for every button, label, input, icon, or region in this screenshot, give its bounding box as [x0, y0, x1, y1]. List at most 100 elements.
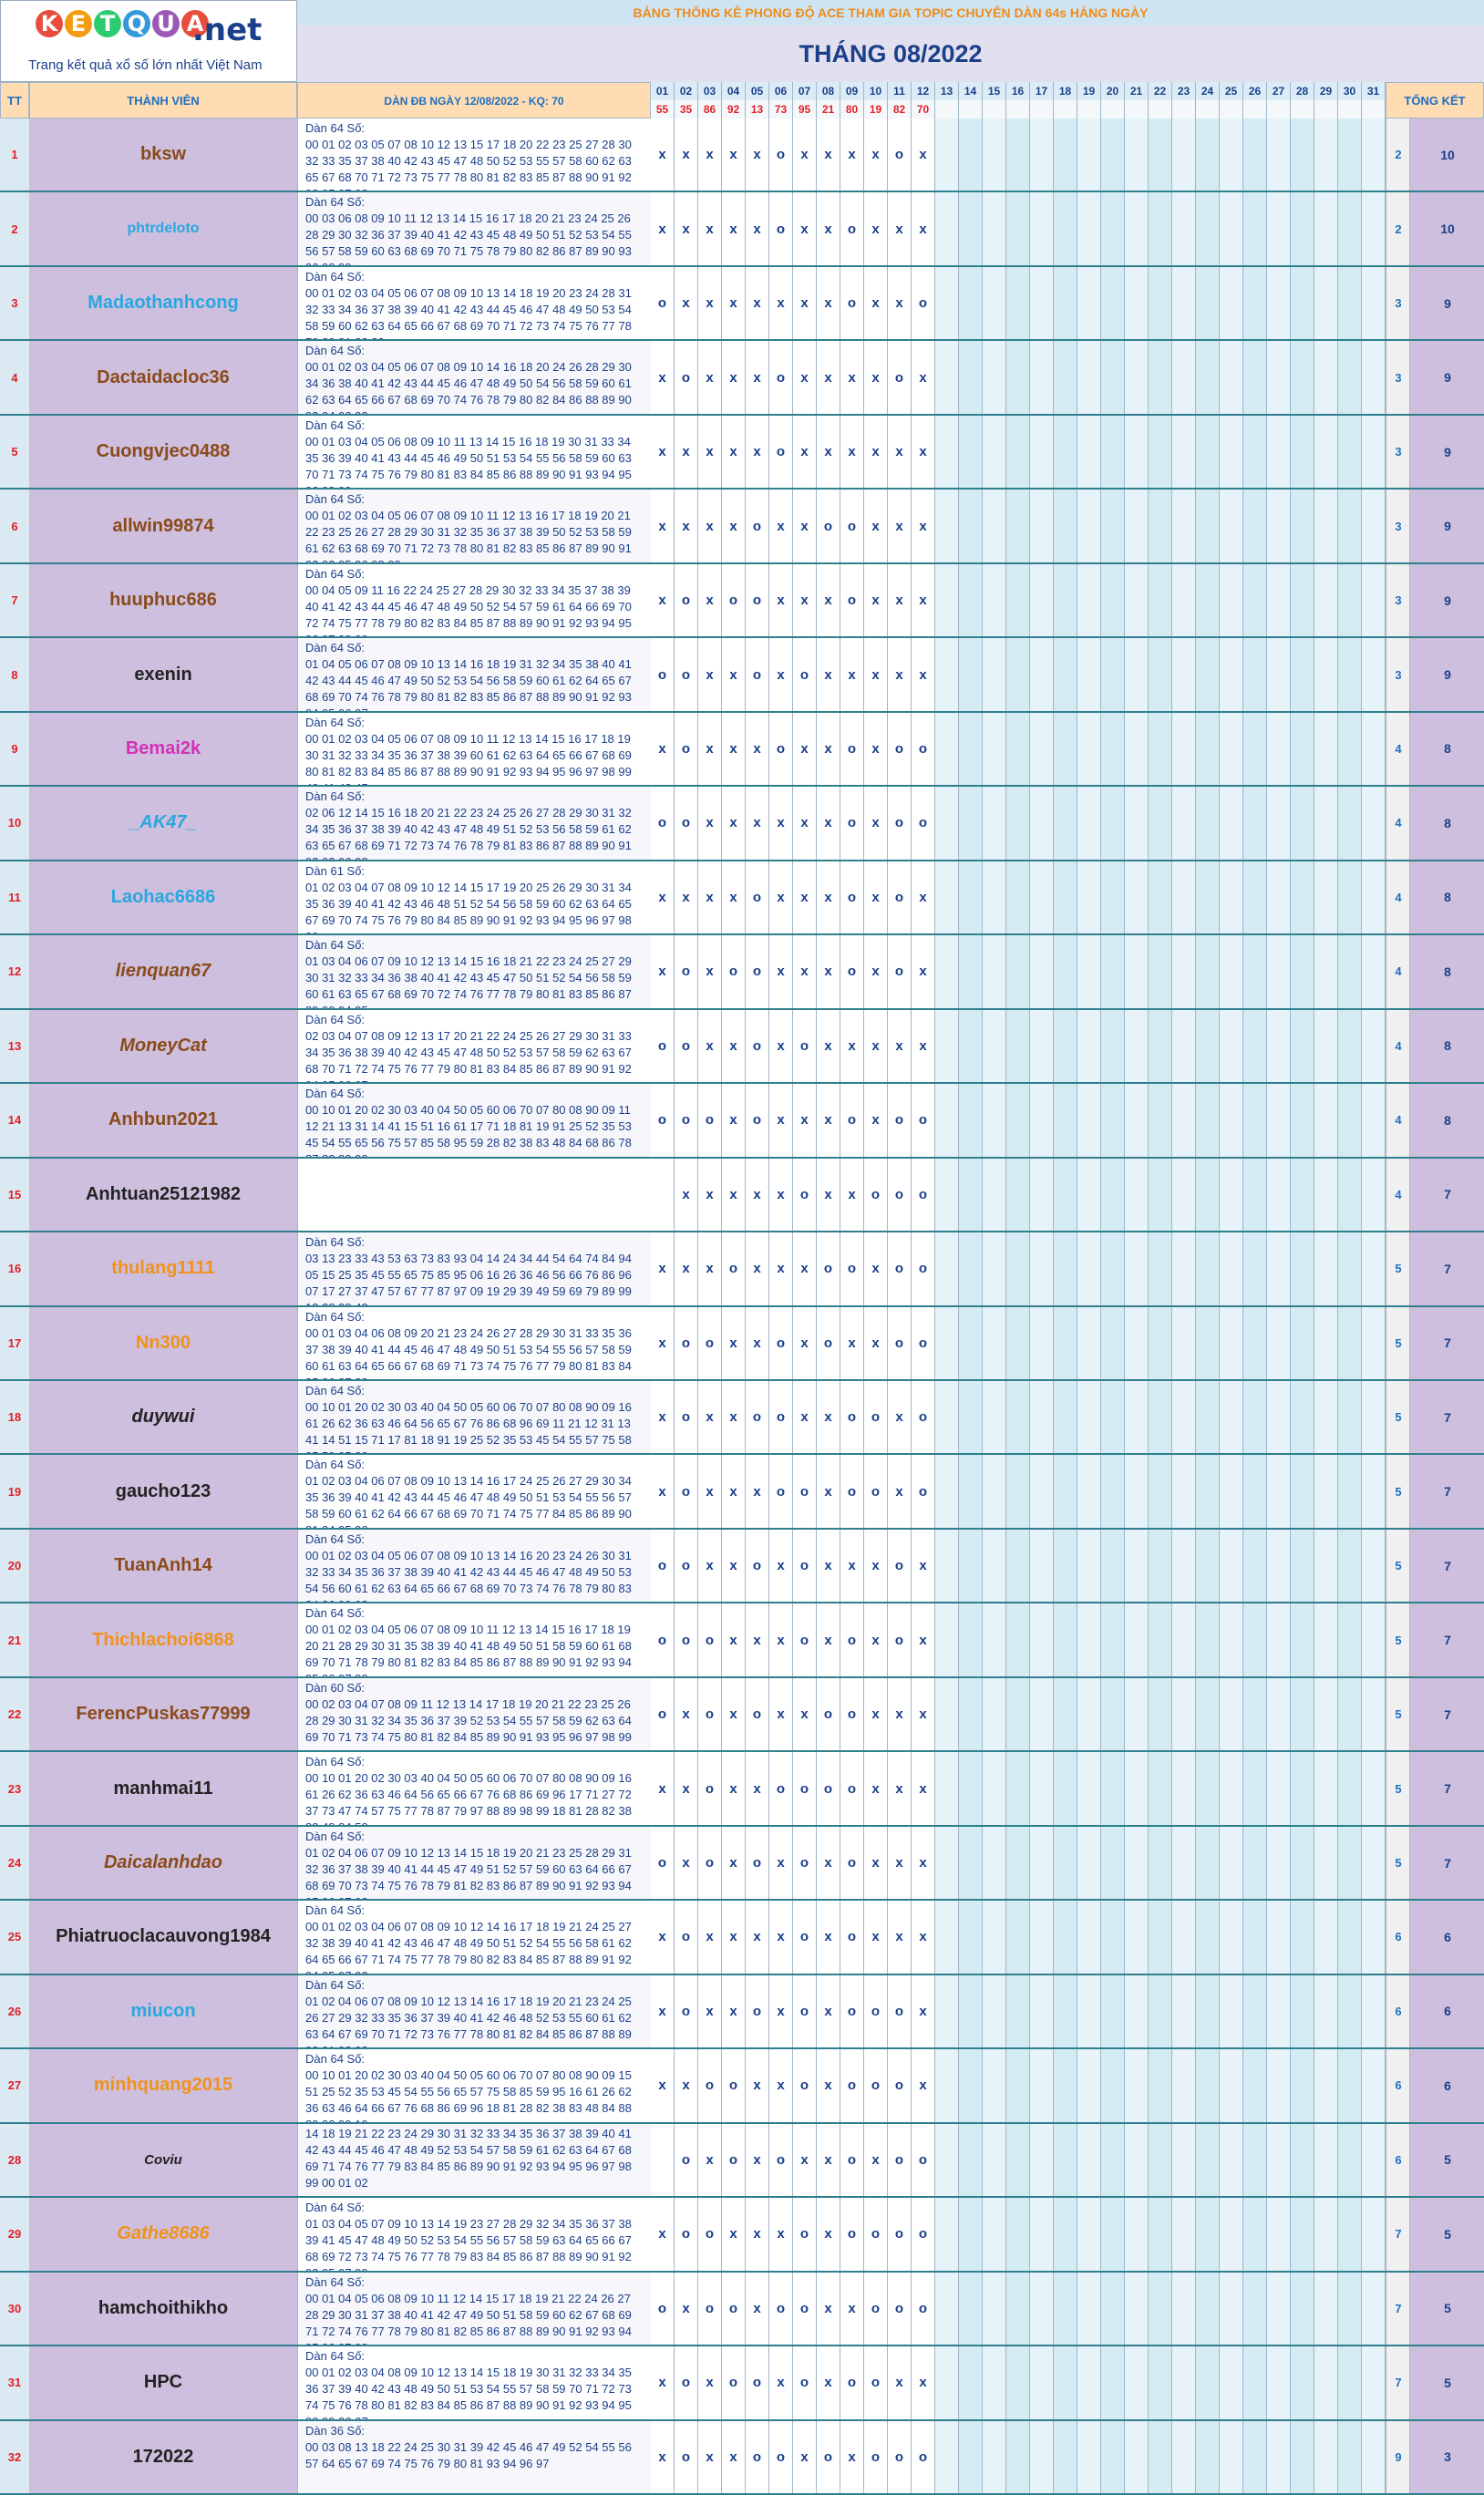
mark-cell: [959, 119, 983, 191]
mark-cell: [1006, 1306, 1030, 1379]
member-name[interactable]: Daicalanhdao: [29, 1826, 297, 1900]
member-name[interactable]: Laohac6686: [29, 861, 297, 934]
mark-cell: [1030, 266, 1054, 340]
day-column-23: 23: [1172, 82, 1196, 119]
mark-cell: [1291, 861, 1314, 934]
miss-count: 5: [1386, 1603, 1410, 1676]
mark-cell: x: [722, 1974, 746, 2048]
member-name[interactable]: manhmai11: [29, 1752, 297, 1825]
hit-count: 7: [1409, 1677, 1484, 1751]
miss-count: 5: [1386, 1380, 1410, 1454]
member-row: 11 Laohac6686 Dàn 61 Số: 01 02 03 04 07 08 …: [0, 861, 1484, 936]
hit-count: 6: [1409, 2049, 1484, 2122]
mark-cell: [1196, 1380, 1220, 1454]
mark-cell: [1101, 2272, 1125, 2346]
mark-cell: x: [817, 2346, 840, 2419]
member-row: 8 exenin Dàn 64 Số: 01 04 05 06 07 08 09 10…: [0, 638, 1484, 713]
mark-cell: [1172, 1901, 1196, 1974]
dan-numbers: Dàn 64 Số: 01 04 05 06 07 08 09 10 13 14 …: [297, 638, 651, 711]
mark-cell: x: [864, 1901, 888, 1974]
member-name[interactable]: Nn300: [29, 1306, 297, 1379]
mark-cell: [1243, 712, 1267, 786]
mark-cell: [1030, 1901, 1054, 1974]
mark-cell: [1054, 1084, 1077, 1157]
member-name[interactable]: HPC: [29, 2346, 297, 2419]
mark-cell: o: [746, 861, 769, 934]
mark-cell: [1338, 563, 1362, 637]
mark-cell: x: [817, 192, 840, 265]
member-name[interactable]: phtrdeloto: [29, 192, 297, 265]
mark-cell: [959, 266, 983, 340]
hit-count: 9: [1409, 415, 1484, 489]
member-name[interactable]: TuanAnh14: [29, 1529, 297, 1603]
mark-cell: x: [864, 1826, 888, 1900]
member-name[interactable]: thulang1111: [29, 1232, 297, 1305]
member-name[interactable]: miucon: [29, 1974, 297, 2048]
member-name[interactable]: Madaothanhcong: [29, 266, 297, 340]
member-name[interactable]: bksw: [29, 119, 297, 191]
member-name[interactable]: Thichlachoi6868: [29, 1603, 297, 1676]
member-name[interactable]: Phiatruoclacauvong1984: [29, 1901, 297, 1974]
mark-cell: x: [864, 341, 888, 414]
mark-cell: [1054, 1380, 1077, 1454]
member-name[interactable]: Gathe8686: [29, 2198, 297, 2271]
mark-cell: [1125, 1306, 1149, 1379]
member-name[interactable]: _AK47_: [29, 787, 297, 860]
mark-cell: [1267, 712, 1291, 786]
mark-cell: [983, 2420, 1006, 2493]
day-result: [1030, 100, 1053, 119]
mark-cell: o: [912, 1306, 935, 1379]
mark-cell: [1149, 490, 1172, 562]
mark-cell: [1314, 1974, 1338, 2048]
mark-cell: [1125, 861, 1149, 934]
dan-numbers: Dàn 64 Số: 00 01 02 03 04 05 06 07 08 09 …: [297, 1529, 651, 1603]
mark-cell: o: [746, 1009, 769, 1083]
mark-cell: o: [746, 2346, 769, 2419]
miss-count: 2: [1386, 192, 1410, 265]
mark-cell: x: [698, 1974, 722, 2048]
dan-numbers: Dàn 64 Số: 00 01 03 04 05 06 08 09 10 11 …: [297, 415, 651, 489]
member-name[interactable]: Cuongvjec0488: [29, 415, 297, 489]
member-name[interactable]: hamchoithikho: [29, 2272, 297, 2346]
mark-cell: [1338, 1603, 1362, 1676]
mark-cell: o: [912, 2123, 935, 2197]
row-number: 13: [0, 1009, 30, 1083]
mark-cell: x: [651, 1901, 675, 1974]
mark-cell: [1077, 1232, 1101, 1305]
member-name[interactable]: minhquang2015: [29, 2049, 297, 2122]
member-row: 25 Phiatruoclacauvong1984 Dàn 64 Số: 00 01 …: [0, 1901, 1484, 1975]
mark-cell: [1054, 787, 1077, 860]
dan-numbers: Dàn 64 Số: 00 01 02 03 04 05 06 07 08 09 …: [297, 712, 651, 786]
member-name[interactable]: 172022: [29, 2420, 297, 2493]
mark-cell: [983, 266, 1006, 340]
mark-cell: o: [651, 638, 675, 711]
mark-cell: o: [840, 1603, 864, 1676]
member-name[interactable]: MoneyCat: [29, 1009, 297, 1083]
mark-cell: [1314, 1306, 1338, 1379]
member-name[interactable]: huuphuc686: [29, 563, 297, 637]
member-name[interactable]: Coviu: [29, 2123, 297, 2197]
member-name[interactable]: duywui: [29, 1380, 297, 1454]
mark-cell: [1243, 787, 1267, 860]
mark-cell: x: [864, 119, 888, 191]
mark-cell: [959, 861, 983, 934]
member-name[interactable]: Dactaidacloc36: [29, 341, 297, 414]
member-name[interactable]: Anhtuan25121982: [29, 1158, 297, 1232]
member-name[interactable]: Anhbun2021: [29, 1084, 297, 1157]
row-number: 14: [0, 1084, 30, 1157]
member-name[interactable]: Bemai2k: [29, 712, 297, 786]
mark-cell: o: [888, 1974, 912, 2048]
row-number: 17: [0, 1306, 30, 1379]
day-result: 80: [840, 100, 863, 119]
member-name[interactable]: gaucho123: [29, 1455, 297, 1528]
logo-letter: E: [65, 10, 92, 37]
mark-cell: [1267, 1158, 1291, 1232]
member-name[interactable]: allwin99874: [29, 490, 297, 562]
mark-cell: [1054, 1603, 1077, 1676]
day-column-12: 12 70: [912, 82, 935, 119]
member-name[interactable]: exenin: [29, 638, 297, 711]
member-name[interactable]: lienquan67: [29, 935, 297, 1008]
mark-cell: [1030, 119, 1054, 191]
member-name[interactable]: FerencPuskas77999: [29, 1677, 297, 1751]
